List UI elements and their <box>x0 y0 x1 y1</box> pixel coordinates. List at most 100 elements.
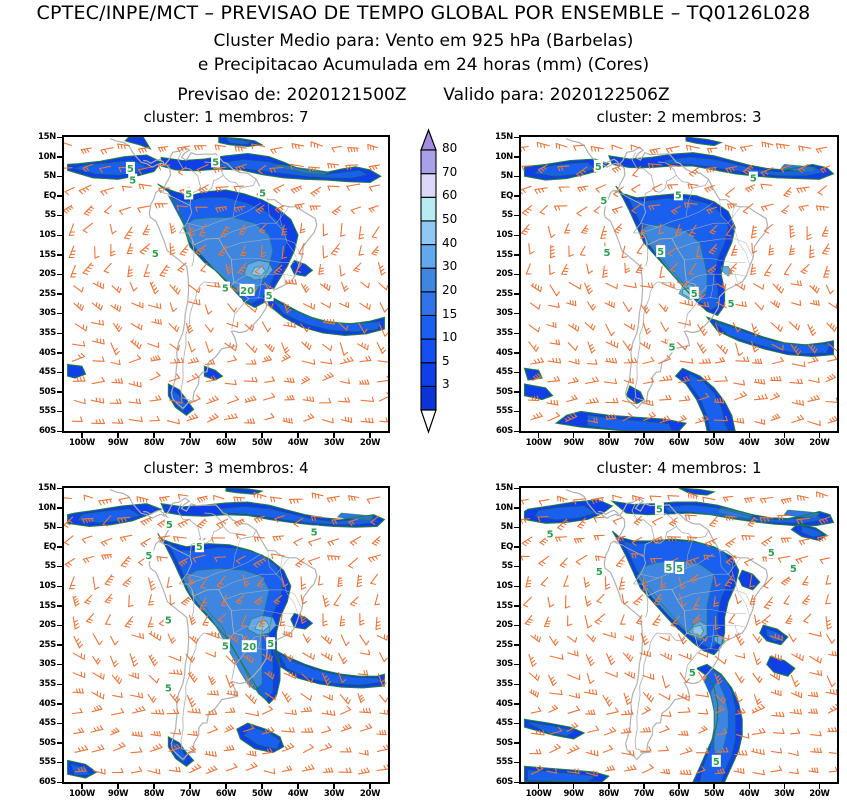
svg-text:5: 5 <box>212 157 219 168</box>
y-axis-tick <box>514 254 519 256</box>
y-axis-tick <box>57 742 62 744</box>
y-axis-label: 40S <box>38 698 56 709</box>
svg-text:5: 5 <box>259 188 266 199</box>
x-axis-label: 90W <box>107 789 129 799</box>
y-axis-tick <box>57 703 62 705</box>
y-axis-tick <box>514 195 519 197</box>
y-axis-label: 40S <box>38 347 56 358</box>
x-axis-tick <box>783 433 786 438</box>
x-axis-label: 70W <box>633 789 655 799</box>
colorbar-tick-label: 10 <box>442 330 458 345</box>
map-panel-cluster-2[interactable]: 5 5 5 5 5 5 5 5 5 15N 10N 5N EQ 5S 10S 15S 20S 25S 30S 35S 4… <box>495 132 839 448</box>
y-axis-tick <box>57 214 62 217</box>
map-plot-area: 5 5 5 5 5 5 5 20 5 <box>62 135 390 433</box>
y-axis-tick <box>57 487 62 489</box>
y-axis-label: 25S <box>38 639 56 650</box>
y-axis-tick <box>57 312 62 315</box>
x-axis-tick <box>713 784 715 789</box>
y-axis-label: 55S <box>38 757 56 768</box>
x-axis-label: 30W <box>323 789 345 799</box>
svg-text:5: 5 <box>669 342 676 353</box>
svg-text:5: 5 <box>604 248 611 259</box>
svg-text:5: 5 <box>185 189 192 200</box>
y-axis-tick <box>514 430 519 432</box>
x-axis-tick <box>783 784 786 789</box>
x-axis-tick <box>225 784 227 789</box>
x-axis-label: 70W <box>633 438 655 448</box>
valid-for-label: Valido para: 2020122506Z <box>443 85 670 105</box>
y-axis-label: 35S <box>495 679 513 689</box>
x-axis-label: 60W <box>215 789 237 799</box>
x-axis-tick <box>678 784 680 789</box>
svg-text:5: 5 <box>196 542 203 553</box>
y-axis-tick <box>514 624 519 627</box>
colorbar-tick-label: 20 <box>442 282 458 297</box>
wind-barbs <box>521 141 837 426</box>
y-axis-tick <box>514 312 519 315</box>
y-axis-label: 55S <box>495 406 513 417</box>
x-axis-label: 80W <box>598 438 620 448</box>
y-axis-tick <box>57 136 62 138</box>
y-axis-tick <box>514 683 519 685</box>
x-axis-label: 80W <box>598 789 620 799</box>
x-axis-tick <box>748 433 750 438</box>
y-axis-label: 25S <box>495 639 513 650</box>
y-axis-label: 5N <box>43 522 57 533</box>
y-axis-label: 5N <box>500 171 514 182</box>
colorbar-tick-label: 70 <box>442 164 458 179</box>
x-axis-tick <box>608 784 610 789</box>
y-axis-label: 50S <box>38 386 56 397</box>
map-panel-cluster-3[interactable]: 5 5 5 5 5 5 5 20 5 15N 10N 5N EQ 5S 10S 15S 20S 25S 30S 35S… <box>38 483 390 799</box>
y-axis-tick <box>57 761 62 764</box>
y-axis-label: 25S <box>38 288 56 299</box>
x-axis-label: 90W <box>107 438 129 448</box>
subtitle-line-2: e Precipitacao Acumulada em 24 horas (mm… <box>197 55 650 75</box>
svg-text:5: 5 <box>311 528 318 539</box>
map-panel-cluster-1[interactable]: 5 5 5 5 5 5 5 20 5 15N 10N 5N EQ 5S 10S 15S 20S 25S 30S 35S… <box>38 132 390 448</box>
y-axis-label: 5S <box>501 561 514 572</box>
svg-text:5: 5 <box>129 176 136 187</box>
x-axis-label: 50W <box>251 789 273 799</box>
colorbar-tick-label: 15 <box>442 306 458 321</box>
y-axis-tick <box>514 761 519 764</box>
x-axis-label: 80W <box>143 789 165 799</box>
y-axis-tick <box>514 605 519 607</box>
y-axis-tick <box>57 430 62 432</box>
y-axis-label: 60S <box>495 426 513 436</box>
svg-text:5: 5 <box>768 548 775 559</box>
svg-text:5: 5 <box>600 196 607 207</box>
y-axis-label: 45S <box>495 718 513 729</box>
y-axis-label: 35S <box>38 679 56 689</box>
y-axis-label: 10S <box>495 230 513 240</box>
y-axis-tick <box>57 156 62 158</box>
colorbar-tick-label: 40 <box>442 235 458 250</box>
svg-text:5: 5 <box>657 247 664 258</box>
subtitle-line-1: Cluster Medio para: Vento em 925 hPa (Ba… <box>213 31 634 51</box>
svg-text:5: 5 <box>750 174 757 185</box>
y-axis-label: 5S <box>501 210 514 221</box>
y-axis-tick <box>514 663 519 666</box>
svg-text:20: 20 <box>240 286 254 297</box>
svg-text:5: 5 <box>165 683 172 694</box>
y-axis-label: 10N <box>494 151 513 162</box>
svg-text:5: 5 <box>676 564 683 575</box>
map-canvas: 5 5 5 5 5 5 5 5 5 <box>521 137 837 431</box>
colorbar: 3 5 10 15 20 30 40 50 60 70 80 <box>415 128 487 443</box>
y-axis-label: 55S <box>38 406 56 417</box>
y-axis-label: 60S <box>38 426 56 436</box>
main-title: CPTEC/INPE/MCT – PREVISAO DE TEMPO GLOBA… <box>36 2 811 24</box>
map-panel-cluster-4[interactable]: 5 5 5 5 5 5 5 5 5 15N 10N 5N EQ 5S 10S 15S 20S 25S 30S 35S 4… <box>495 483 839 799</box>
y-axis-label: 60S <box>38 777 56 787</box>
x-axis-label: 60W <box>668 789 690 799</box>
x-axis-tick <box>748 784 750 789</box>
x-axis-tick <box>572 433 575 438</box>
x-axis-tick <box>297 433 299 438</box>
y-axis-tick <box>57 195 62 197</box>
y-axis-tick <box>57 352 62 354</box>
x-axis-label: 50W <box>703 438 725 448</box>
x-axis-tick <box>537 784 540 789</box>
y-axis-tick <box>514 585 519 587</box>
y-axis-tick <box>57 546 62 548</box>
y-axis-tick <box>514 234 519 236</box>
